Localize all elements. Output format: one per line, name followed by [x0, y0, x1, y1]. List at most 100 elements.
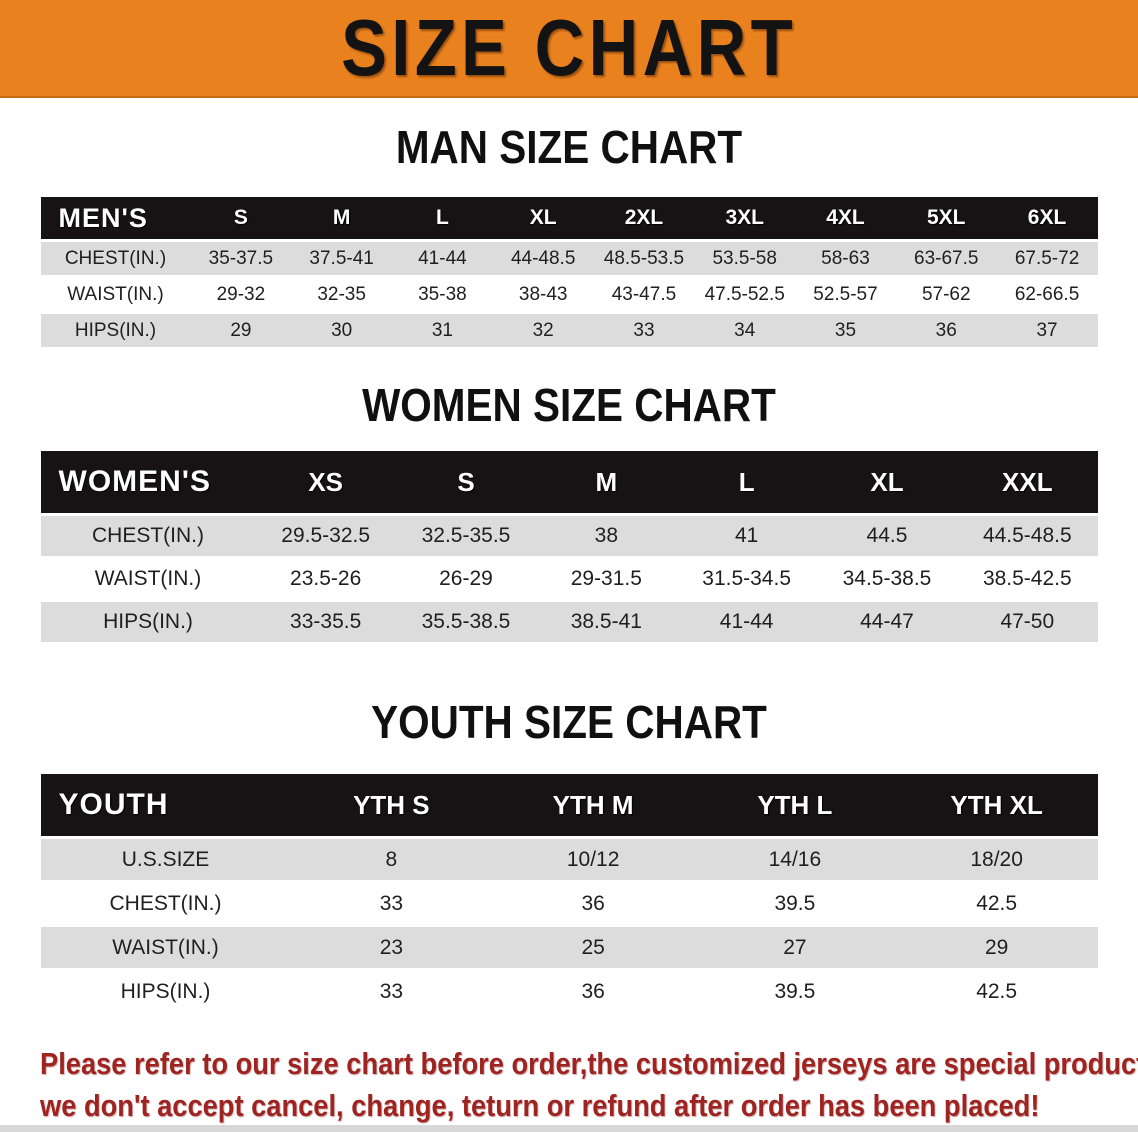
charts-container: MAN SIZE CHART MEN'S S M L XL 2XL 3XL 4XL 5XL 6XL C…	[0, 124, 1138, 1015]
youth-column-header: YTH S	[290, 774, 493, 836]
mens-size-value: 35-37.5	[190, 242, 292, 275]
youth-size-table: YOUTH YTH S YTH M YTH L YTH XL U.S.SIZE 8 10/12…	[40, 771, 1098, 1015]
youth-table-row: HIPS(IN.) 33 36 39.5 42.5	[40, 971, 1098, 1012]
youth-size-value: 29	[895, 927, 1098, 968]
mens-size-value: 57-62	[895, 278, 997, 311]
womens-row-label: WAIST(IN.)	[40, 559, 256, 599]
youth-size-value: 33	[290, 883, 493, 924]
youth-row-label: HIPS(IN.)	[40, 971, 291, 1012]
bottom-strip	[0, 1125, 1138, 1132]
youth-size-value: 36	[492, 971, 694, 1012]
womens-chart-section: WOMEN SIZE CHART WOMEN'S XS S M L XL XXL CHEST(I…	[0, 382, 1138, 645]
mens-column-header: L	[392, 197, 493, 239]
youth-row-label: WAIST(IN.)	[40, 927, 291, 968]
mens-row-label: HIPS(IN.)	[40, 314, 191, 347]
mens-size-value: 32	[492, 314, 594, 347]
womens-size-value: 32.5-35.5	[395, 516, 537, 556]
mens-size-value: 38-43	[492, 278, 594, 311]
youth-size-value: 36	[492, 883, 694, 924]
mens-column-header: 2XL	[593, 197, 695, 239]
womens-size-value: 44.5	[816, 516, 958, 556]
womens-size-value: 35.5-38.5	[395, 602, 537, 642]
mens-column-header: 5XL	[895, 197, 997, 239]
mens-row-label: CHEST(IN.)	[40, 242, 191, 275]
mens-column-header: 6XL	[996, 197, 1098, 239]
mens-size-value: 44-48.5	[492, 242, 594, 275]
womens-size-value: 34.5-38.5	[816, 559, 958, 599]
page-title: SIZE CHART	[341, 3, 797, 92]
mens-size-value: 29-32	[190, 278, 292, 311]
youth-table-row: WAIST(IN.) 23 25 27 29	[40, 927, 1098, 968]
mens-size-value: 63-67.5	[895, 242, 997, 275]
mens-table-row: HIPS(IN.) 29 30 31 32 33 34 35 36 37	[40, 314, 1098, 347]
mens-size-value: 52.5-57	[795, 278, 896, 311]
mens-size-value: 47.5-52.5	[694, 278, 796, 311]
womens-column-header: XXL	[957, 451, 1098, 513]
youth-row-label: U.S.SIZE	[40, 839, 291, 880]
mens-column-header: 4XL	[795, 197, 896, 239]
womens-column-header: M	[536, 451, 677, 513]
mens-size-value: 35	[795, 314, 896, 347]
youth-chart-section: YOUTH SIZE CHART YOUTH YTH S YTH M YTH L YTH …	[0, 699, 1138, 1015]
womens-row-label: HIPS(IN.)	[40, 602, 256, 642]
youth-size-value: 14/16	[694, 839, 896, 880]
mens-size-value: 43-47.5	[593, 278, 695, 311]
mens-chart-section: MAN SIZE CHART MEN'S S M L XL 2XL 3XL 4XL 5XL 6XL C…	[0, 124, 1138, 350]
womens-column-header: L	[676, 451, 817, 513]
womens-column-header: XL	[816, 451, 958, 513]
mens-column-header: 3XL	[694, 197, 796, 239]
footer-notice: Please refer to our size chart before or…	[40, 1043, 1138, 1127]
womens-size-value: 41	[676, 516, 817, 556]
mens-size-value: 36	[895, 314, 997, 347]
mens-size-value: 58-63	[795, 242, 896, 275]
mens-table-row: CHEST(IN.) 35-37.5 37.5-41 41-44 44-48.5 48.5…	[40, 242, 1098, 275]
womens-table-row: CHEST(IN.) 29.5-32.5 32.5-35.5 38 41 44.5 44.5…	[40, 516, 1098, 556]
womens-size-value: 38.5-41	[536, 602, 677, 642]
mens-size-value: 30	[291, 314, 393, 347]
mens-column-header: M	[291, 197, 393, 239]
mens-size-value: 37.5-41	[291, 242, 393, 275]
mens-size-value: 35-38	[392, 278, 493, 311]
youth-header-row: YOUTH YTH S YTH M YTH L YTH XL	[40, 774, 1098, 836]
youth-size-value: 39.5	[694, 971, 896, 1012]
mens-size-value: 31	[392, 314, 493, 347]
womens-column-header: XS	[255, 451, 396, 513]
mens-size-value: 32-35	[291, 278, 393, 311]
youth-size-value: 33	[290, 971, 493, 1012]
womens-size-value: 31.5-34.5	[676, 559, 817, 599]
womens-size-value: 29-31.5	[536, 559, 677, 599]
mens-size-value: 53.5-58	[694, 242, 796, 275]
mens-column-header: S	[190, 197, 292, 239]
mens-size-table: MEN'S S M L XL 2XL 3XL 4XL 5XL 6XL CHEST(IN.) 35-37…	[40, 194, 1098, 350]
mens-size-value: 67.5-72	[996, 242, 1098, 275]
mens-table-row: WAIST(IN.) 29-32 32-35 35-38 38-43 43-47.5 47.…	[40, 278, 1098, 311]
womens-size-value: 41-44	[676, 602, 817, 642]
mens-size-value: 41-44	[392, 242, 493, 275]
womens-header-row: WOMEN'S XS S M L XL XXL	[40, 451, 1098, 513]
womens-column-header: S	[395, 451, 537, 513]
mens-row-label: WAIST(IN.)	[40, 278, 191, 311]
youth-column-header: YTH M	[492, 774, 694, 836]
youth-size-value: 27	[694, 927, 896, 968]
mens-size-value: 37	[996, 314, 1098, 347]
mens-header-row: MEN'S S M L XL 2XL 3XL 4XL 5XL 6XL	[40, 197, 1098, 239]
youth-size-value: 39.5	[694, 883, 896, 924]
youth-size-value: 8	[290, 839, 493, 880]
mens-group-label: MEN'S	[40, 197, 191, 239]
youth-size-value: 10/12	[492, 839, 694, 880]
youth-size-value: 42.5	[895, 883, 1098, 924]
womens-size-value: 47-50	[957, 602, 1098, 642]
youth-column-header: YTH L	[694, 774, 896, 836]
youth-size-value: 18/20	[895, 839, 1098, 880]
youth-chart-heading: YOUTH SIZE CHART	[371, 696, 767, 748]
womens-table-row: WAIST(IN.) 23.5-26 26-29 29-31.5 31.5-34.5 34…	[40, 559, 1098, 599]
youth-group-label: YOUTH	[40, 774, 291, 836]
mens-size-value: 48.5-53.5	[593, 242, 695, 275]
womens-size-value: 38.5-42.5	[957, 559, 1098, 599]
womens-size-value: 26-29	[395, 559, 537, 599]
womens-group-label: WOMEN'S	[40, 451, 256, 513]
womens-row-label: CHEST(IN.)	[40, 516, 256, 556]
mens-size-value: 33	[593, 314, 695, 347]
mens-size-value: 34	[694, 314, 796, 347]
